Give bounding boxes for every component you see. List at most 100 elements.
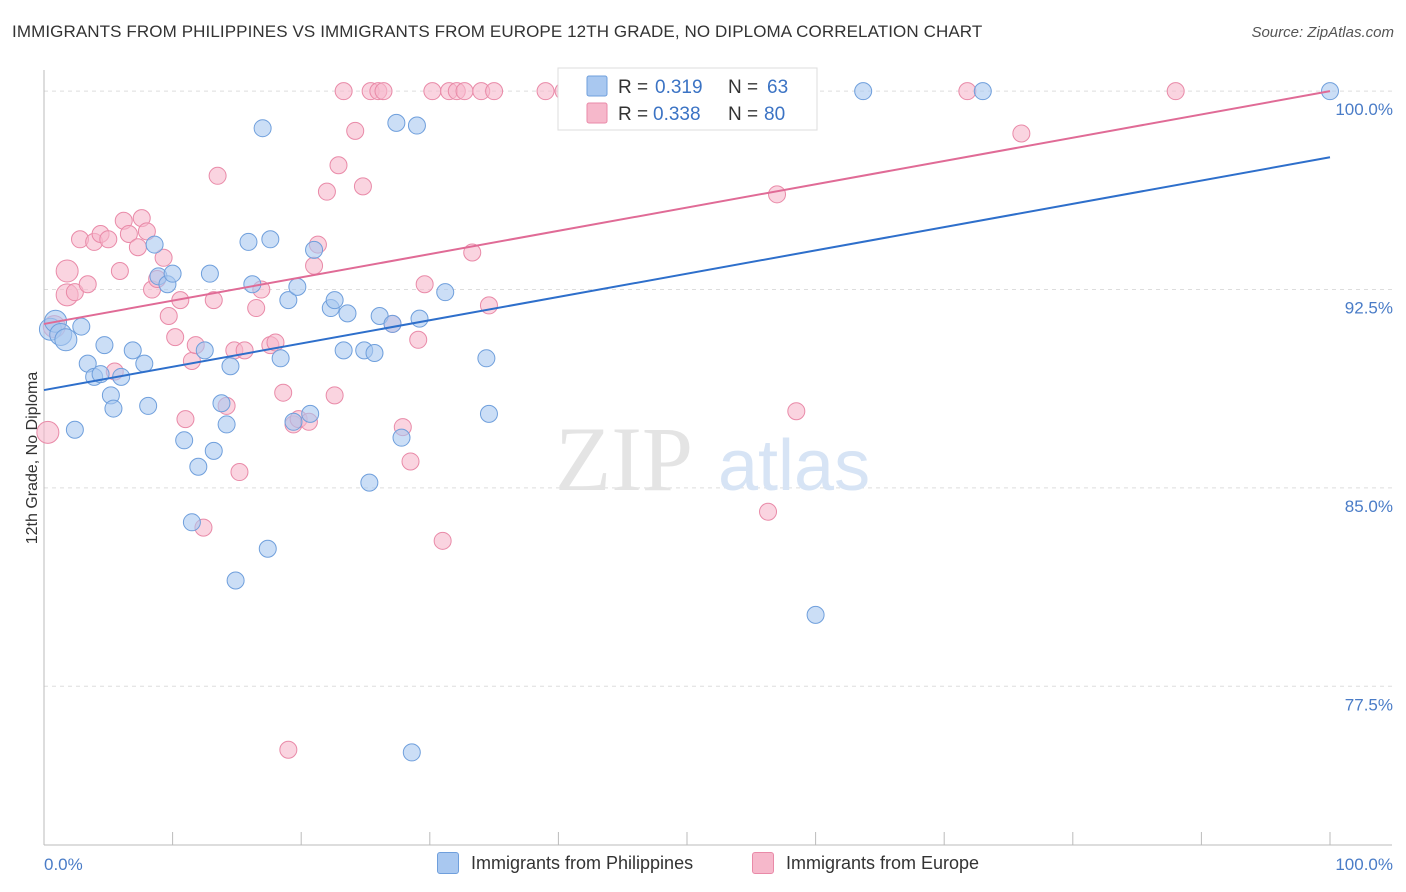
point-philippines-42 bbox=[325, 291, 344, 310]
point-europe-46 bbox=[329, 156, 348, 175]
point-europe-27 bbox=[204, 291, 223, 310]
point-philippines-15 bbox=[139, 396, 158, 415]
point-europe-47 bbox=[334, 82, 353, 101]
point-philippines-19 bbox=[163, 264, 182, 283]
point-philippines-5 bbox=[72, 317, 91, 336]
legend-n-value-2: 80 bbox=[764, 104, 785, 125]
legend-n-label-2: N = bbox=[728, 104, 758, 125]
point-philippines-28 bbox=[221, 357, 240, 376]
point-philippines-51 bbox=[392, 428, 411, 447]
grid-lines bbox=[44, 90, 1392, 687]
point-europe-57 bbox=[415, 275, 434, 294]
point-europe-49 bbox=[353, 177, 372, 196]
point-europe-20 bbox=[159, 306, 178, 325]
legend-n-value-1: 63 bbox=[767, 77, 788, 98]
y-axis-label: 12th Grade, No Diploma bbox=[24, 372, 41, 545]
point-europe-62 bbox=[455, 82, 474, 101]
point-europe-48 bbox=[346, 121, 365, 140]
legend-item-europe[interactable]: Immigrants from Europe bbox=[752, 852, 979, 874]
point-philippines-27 bbox=[217, 415, 236, 434]
x-tick-label-max: 100.0% bbox=[1335, 855, 1393, 874]
point-europe-31 bbox=[230, 463, 249, 482]
legend-item-philippines[interactable]: Immigrants from Philippines bbox=[437, 852, 693, 874]
point-philippines-30 bbox=[239, 232, 258, 251]
point-philippines-23 bbox=[195, 341, 214, 360]
legend-label-philippines: Immigrants from Philippines bbox=[471, 852, 694, 873]
point-philippines-38 bbox=[288, 277, 307, 296]
point-europe-6 bbox=[78, 275, 97, 294]
point-philippines-39 bbox=[301, 404, 320, 423]
point-philippines-48 bbox=[370, 306, 389, 325]
trend-lines bbox=[43, 90, 1331, 392]
point-europe-56 bbox=[409, 330, 428, 349]
point-europe-19 bbox=[154, 248, 173, 267]
point-philippines-56 bbox=[477, 349, 496, 368]
point-europe-13 bbox=[119, 224, 138, 243]
point-philippines-57 bbox=[479, 404, 498, 423]
series-legend: Immigrants from Philippines Immigrants f… bbox=[0, 852, 1406, 876]
point-philippines-24 bbox=[200, 264, 219, 283]
point-philippines-43 bbox=[334, 341, 353, 360]
legend-swatch-pink bbox=[752, 852, 774, 874]
point-europe-77 bbox=[958, 82, 977, 101]
point-europe-28 bbox=[208, 166, 227, 185]
point-philippines-52 bbox=[402, 743, 421, 762]
point-europe-44 bbox=[317, 182, 336, 201]
point-philippines-13 bbox=[123, 341, 142, 360]
point-europe-14 bbox=[128, 238, 147, 257]
y-tick-label-2: 85.0% bbox=[1345, 497, 1393, 516]
point-philippines-55 bbox=[436, 283, 455, 302]
point-philippines-34 bbox=[261, 230, 280, 249]
legend-swatch-blue bbox=[437, 852, 459, 874]
point-philippines-25 bbox=[204, 441, 223, 460]
point-europe-37 bbox=[274, 383, 293, 402]
zipatlas-watermark: ZIP atlas bbox=[555, 408, 870, 510]
point-europe-79 bbox=[1166, 82, 1185, 101]
point-philippines-29 bbox=[226, 571, 245, 590]
point-europe-72 bbox=[759, 502, 778, 521]
point-europe-42 bbox=[305, 256, 324, 275]
watermark-zip: ZIP bbox=[555, 408, 693, 510]
point-europe-66 bbox=[485, 82, 504, 101]
legend-label-europe: Immigrants from Europe bbox=[786, 852, 980, 873]
point-philippines-47 bbox=[365, 344, 384, 363]
point-philippines-21 bbox=[182, 513, 201, 532]
point-europe-52 bbox=[374, 82, 393, 101]
point-philippines-26 bbox=[212, 394, 231, 413]
point-philippines-49 bbox=[383, 314, 402, 333]
watermark-atlas: atlas bbox=[718, 426, 870, 506]
trend-line-europe bbox=[43, 90, 1331, 325]
y-tick-label-1: 92.5% bbox=[1345, 299, 1393, 318]
point-philippines-46 bbox=[360, 473, 379, 492]
x-tick-labels: 0.0% 100.0% bbox=[44, 855, 1393, 874]
y-tick-label-3: 77.5% bbox=[1345, 695, 1393, 714]
point-philippines-59 bbox=[806, 605, 825, 624]
axes bbox=[43, 70, 1392, 846]
chart-source: Source: ZipAtlas.com bbox=[1251, 24, 1394, 41]
point-philippines-60 bbox=[854, 82, 873, 101]
legend-swatch-europe bbox=[586, 102, 608, 124]
point-europe-45 bbox=[325, 386, 344, 405]
point-philippines-3 bbox=[54, 328, 78, 352]
point-europe-0 bbox=[36, 420, 60, 444]
chart-title: IMMIGRANTS FROM PHILIPPINES VS IMMIGRANT… bbox=[12, 22, 983, 41]
point-philippines-11 bbox=[104, 399, 123, 418]
point-europe-58 bbox=[423, 82, 442, 101]
point-europe-55 bbox=[401, 452, 420, 471]
point-europe-75 bbox=[768, 185, 787, 204]
point-philippines-14 bbox=[135, 354, 154, 373]
point-europe-78 bbox=[1012, 124, 1031, 143]
point-philippines-44 bbox=[338, 304, 357, 323]
point-philippines-54 bbox=[410, 309, 429, 328]
x-tick-label-min: 0.0% bbox=[44, 855, 83, 874]
legend-r-label-1: R = bbox=[618, 77, 648, 98]
point-philippines-22 bbox=[189, 457, 208, 476]
point-europe-32 bbox=[235, 341, 254, 360]
point-europe-21 bbox=[166, 328, 185, 347]
point-europe-67 bbox=[536, 82, 555, 101]
point-philippines-40 bbox=[305, 240, 324, 259]
point-europe-23 bbox=[176, 410, 195, 429]
legend-swatch-philippines bbox=[586, 75, 608, 97]
point-philippines-50 bbox=[387, 113, 406, 132]
